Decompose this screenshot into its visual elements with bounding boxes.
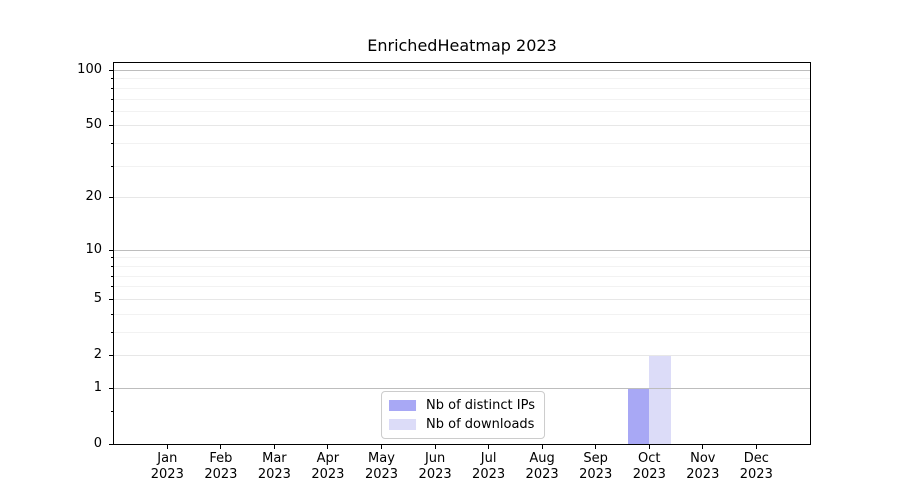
y-minor-tick [111,98,113,100]
x-tick [541,445,543,449]
x-tick [488,445,490,449]
y-tick-label: 2 [93,347,102,362]
y-minor-tick [111,110,113,112]
legend-item-downloads: Nb of downloads [389,417,535,432]
x-tick [327,445,329,449]
x-tick-label: Aug 2023 [525,451,559,482]
minor-gridline [114,78,810,80]
x-tick-label: Feb 2023 [204,451,238,482]
y-minor-tick [111,411,113,413]
legend-label-downloads: Nb of downloads [426,417,535,432]
x-tick-label: Sep 2023 [579,451,613,482]
y-minor-tick [111,313,113,315]
minor-gridline [114,286,810,288]
x-tick-label: Dec 2023 [739,451,773,482]
major-gridline [114,355,810,356]
y-major-tick [109,298,113,300]
y-tick-label: 5 [93,290,102,306]
major-gridline [114,197,810,199]
x-tick [166,445,168,449]
y-minor-tick [111,78,113,80]
minor-gridline [114,331,810,333]
minor-gridline [114,143,810,145]
legend: Nb of distinct IPs Nb of downloads [381,391,545,439]
major-gridline [114,70,810,71]
bar-nb-of-downloads [649,355,671,444]
major-gridline [114,125,810,127]
minor-gridline [114,110,810,112]
x-tick-label: Jan 2023 [150,451,184,482]
y-major-tick [109,197,113,199]
minor-gridline [114,275,810,277]
minor-gridline [114,165,810,167]
y-major-tick [109,249,113,251]
x-tick-label: Jun 2023 [418,451,452,482]
y-tick-label: 20 [85,189,102,205]
y-minor-tick [111,165,113,167]
legend-swatch-distinct-ips-icon [389,400,417,411]
legend-swatch-downloads-icon [389,419,417,430]
x-tick-label: Apr 2023 [311,451,345,482]
x-tick-label: May 2023 [364,451,399,482]
x-tick-label: Oct 2023 [632,451,666,482]
y-tick-label: 100 [77,62,102,77]
x-tick [648,445,650,449]
chart-title: EnrichedHeatmap 2023 [367,36,557,55]
y-minor-tick [111,87,113,89]
y-minor-tick [111,275,113,277]
minor-gridline [114,265,810,267]
legend-label-distinct-ips: Nb of distinct IPs [426,398,535,413]
bar-nb-of-distinct-ips [627,387,650,444]
x-tick [755,445,757,449]
x-tick [381,445,382,449]
x-tick-label: Nov 2023 [686,451,720,482]
y-tick-label: 0 [93,436,102,451]
y-tick-label: 50 [85,117,102,133]
minor-gridline [114,313,810,315]
y-major-tick [109,355,113,356]
major-gridline [114,298,810,300]
minor-gridline [114,87,810,89]
minor-gridline [114,98,810,100]
y-major-tick [109,387,113,389]
x-tick [595,445,597,449]
y-minor-tick [111,265,113,267]
x-tick-label: Jul 2023 [472,451,506,482]
y-tick-label: 10 [85,241,102,257]
y-major-tick [109,125,113,127]
x-tick [220,445,222,449]
x-tick [273,445,275,449]
minor-gridline [114,257,810,259]
x-tick [434,445,436,449]
y-minor-tick [111,257,113,259]
y-minor-tick [111,143,113,145]
major-gridline [114,387,810,389]
x-tick [702,445,704,449]
y-major-tick [109,444,113,445]
legend-item-distinct-ips: Nb of distinct IPs [389,398,535,413]
major-gridline [114,249,810,251]
y-tick-label: 1 [93,379,102,395]
x-tick-label: Mar 2023 [257,451,291,482]
y-minor-tick [111,286,113,288]
y-major-tick [109,70,113,71]
y-minor-tick [111,331,113,333]
